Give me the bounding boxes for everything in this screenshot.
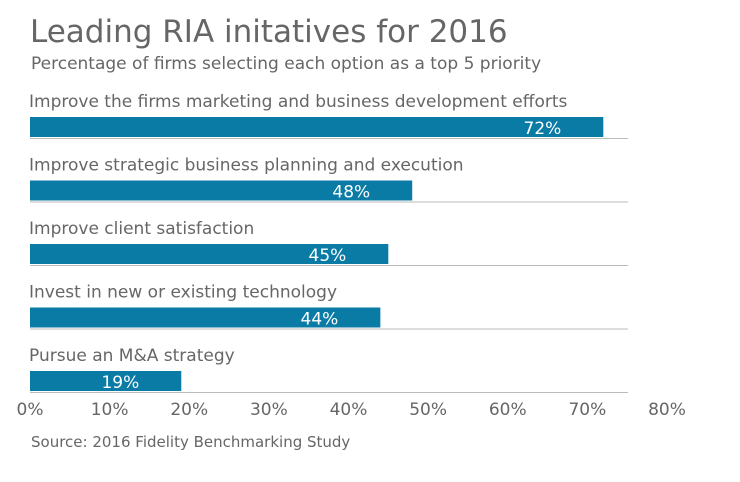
x-tick-label: 20% (170, 400, 208, 420)
x-tick-label: 30% (250, 400, 288, 420)
category-label: Improve strategic business planning and … (29, 156, 464, 176)
x-tick-label: 60% (489, 400, 527, 420)
x-tick-label: 10% (91, 400, 129, 420)
category-label: Improve client satisfaction (29, 219, 254, 239)
category-label: Invest in new or existing technology (29, 283, 337, 303)
x-tick-label: 80% (648, 400, 686, 420)
source-note: Source: 2016 Fidelity Benchmarking Study (31, 433, 351, 451)
bar (30, 307, 381, 328)
data-label: 72% (524, 119, 562, 139)
x-tick-label: 0% (17, 400, 44, 420)
category-label: Improve the firms marketing and business… (29, 92, 568, 112)
bar (30, 180, 413, 201)
x-tick-label: 40% (330, 400, 368, 420)
bar (30, 371, 182, 391)
data-label: 48% (332, 183, 370, 203)
x-tick-label: 70% (568, 400, 606, 420)
data-label: 45% (309, 246, 347, 266)
bar (30, 117, 604, 137)
chart-subtitle: Percentage of firms selecting each optio… (31, 54, 542, 74)
x-tick-label: 50% (409, 400, 447, 420)
category-label: Pursue an M&A strategy (29, 346, 235, 366)
chart-title: Leading RIA initatives for 2016 (30, 14, 508, 50)
data-label: 44% (301, 310, 339, 330)
data-label: 19% (101, 373, 139, 393)
bar (30, 244, 389, 264)
